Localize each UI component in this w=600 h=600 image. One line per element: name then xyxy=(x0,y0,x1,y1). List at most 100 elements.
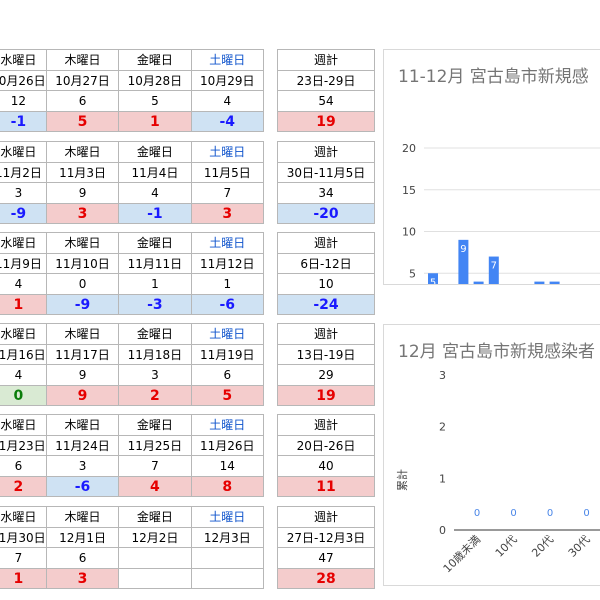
table-row: 6 3 7 14 xyxy=(0,455,265,477)
day-header-cell: 木曜日 xyxy=(45,232,120,254)
day-count-cell: 1 xyxy=(190,273,265,295)
table-row: 20日-26日 xyxy=(277,434,375,457)
day-header-cell: 水曜日 xyxy=(0,506,47,528)
summary-range-cell: 20日-26日 xyxy=(277,434,375,457)
day-date-cell: 11月3日 xyxy=(45,161,120,184)
y-tick-label: 20 xyxy=(402,142,416,155)
day-header-cell: 木曜日 xyxy=(45,49,120,71)
summary-header-cell: 週計 xyxy=(277,232,375,254)
summary-total-cell: 34 xyxy=(277,182,375,204)
day-diff-cell: -9 xyxy=(45,293,120,316)
day-date-cell: 12月3日 xyxy=(190,526,265,549)
day-count-cell: 4 xyxy=(118,182,192,204)
table-row: 29 xyxy=(277,364,375,386)
day-count-cell: 6 xyxy=(45,547,120,569)
week-summary-table: 週計 13日-19日 29 19 xyxy=(277,323,375,407)
table-row: 11月2日11月3日11月4日11月5日 xyxy=(0,161,265,184)
day-count-cell: 1 xyxy=(118,273,192,295)
bar[interactable] xyxy=(428,273,438,285)
week-summary-table: 週計 6日-12日 10 -24 xyxy=(277,232,375,316)
day-date-cell: 10月28日 xyxy=(118,69,192,92)
day-date-cell: 11月4日 xyxy=(118,161,192,184)
table-row: 11月23日11月24日11月25日11月26日 xyxy=(0,434,265,457)
table-row: 11 xyxy=(277,475,375,498)
week-table: 水曜日木曜日金曜日土曜日11月9日11月10日11月11日11月12日40111… xyxy=(0,232,265,316)
table-row: -24 xyxy=(277,293,375,316)
table-row: 2 -6 4 8 xyxy=(0,475,265,498)
table-row: 12 6 5 4 xyxy=(0,90,265,112)
x-tick-label: 10代 xyxy=(493,533,520,560)
table-row: 19 xyxy=(277,110,375,133)
daily-cases-chart-card[interactable]: 11-12月 宮古島市新規感 05101520511/1311/2911/341… xyxy=(383,49,600,285)
bar[interactable] xyxy=(488,256,499,285)
week-table: 水曜日木曜日金曜日土曜日11月30日12月1日12月2日12月3日7613 xyxy=(0,506,265,590)
week-summary-table: 週計 20日-26日 40 11 xyxy=(277,414,375,498)
day-header-cell: 土曜日 xyxy=(190,506,265,528)
week-summary-table: 週計 27日-12月3日 47 28 xyxy=(277,506,375,590)
y-tick-label: 15 xyxy=(402,184,416,197)
table-row: 11月30日12月1日12月2日12月3日 xyxy=(0,526,265,549)
table-row: -20 xyxy=(277,202,375,225)
day-count-cell xyxy=(118,547,192,569)
bar[interactable] xyxy=(458,239,469,285)
age-cases-chart-card[interactable]: 12月 宮古島市新規感染者 0 1 2 3 累計 0 10歳未満 0 10代 0 20代 0 30代 xyxy=(383,324,600,586)
day-date-cell: 10月26日 xyxy=(0,69,47,92)
day-count-cell: 0 xyxy=(45,273,120,295)
day-count-cell: 14 xyxy=(190,455,265,477)
summary-range-cell: 27日-12月3日 xyxy=(277,526,375,549)
day-count-cell: 4 xyxy=(190,90,265,112)
day-header-cell: 土曜日 xyxy=(190,414,265,436)
summary-diff-cell: 28 xyxy=(277,567,375,590)
day-date-cell: 11月18日 xyxy=(118,343,192,366)
day-date-cell: 11月10日 xyxy=(45,252,120,275)
day-date-cell: 11月17日 xyxy=(45,343,120,366)
day-diff-cell: 9 xyxy=(45,384,120,407)
bar[interactable] xyxy=(534,281,545,285)
bar[interactable] xyxy=(473,281,484,285)
day-count-cell: 3 xyxy=(0,182,47,204)
day-diff-cell: 5 xyxy=(45,110,120,133)
table-row: 水曜日 木曜日 金曜日 土曜日 xyxy=(0,141,265,163)
day-date-cell: 11月30日 xyxy=(0,526,47,549)
table-row: 13日-19日 xyxy=(277,343,375,366)
day-date-cell: 10月29日 xyxy=(190,69,265,92)
table-row: 週計 xyxy=(277,323,375,345)
day-diff-cell: 1 xyxy=(0,293,47,316)
day-header-cell: 金曜日 xyxy=(118,323,192,345)
table-row: 19 xyxy=(277,384,375,407)
summary-header-cell: 週計 xyxy=(277,49,375,71)
day-count-cell: 9 xyxy=(45,182,120,204)
bar[interactable] xyxy=(549,281,560,285)
day-diff-cell: 3 xyxy=(45,567,120,590)
day-header-cell: 水曜日 xyxy=(0,232,47,254)
bar-value-label: 7 xyxy=(491,261,497,272)
table-row: 週計 xyxy=(277,232,375,254)
y-axis-label: 累計 xyxy=(395,469,409,491)
week-summary-table: 週計 30日-11月5日 34 -20 xyxy=(277,141,375,225)
y-tick-label: 3 xyxy=(439,369,446,382)
day-header-cell: 水曜日 xyxy=(0,141,47,163)
day-diff-cell: -1 xyxy=(0,110,47,133)
day-diff-cell: -6 xyxy=(190,293,265,316)
bar-value-label: 0 xyxy=(583,508,589,519)
week-summary-table: 週計 23日-29日 54 19 xyxy=(277,49,375,133)
day-diff-cell xyxy=(190,567,265,590)
summary-diff-cell: -24 xyxy=(277,293,375,316)
day-diff-cell: 1 xyxy=(0,567,47,590)
day-diff-cell: -6 xyxy=(45,475,120,498)
summary-header-cell: 週計 xyxy=(277,414,375,436)
summary-diff-cell: 19 xyxy=(277,110,375,133)
table-row: 水曜日 木曜日 金曜日 土曜日 xyxy=(0,232,265,254)
summary-total-cell: 10 xyxy=(277,273,375,295)
day-header-cell: 金曜日 xyxy=(118,414,192,436)
summary-diff-cell: 19 xyxy=(277,384,375,407)
day-header-cell: 水曜日 xyxy=(0,323,47,345)
day-diff-cell: 1 xyxy=(118,110,192,133)
week-table: 水曜日木曜日金曜日土曜日11月23日11月24日11月25日11月26日6371… xyxy=(0,414,265,498)
chart-title: 11-12月 宮古島市新規感 xyxy=(398,67,589,87)
